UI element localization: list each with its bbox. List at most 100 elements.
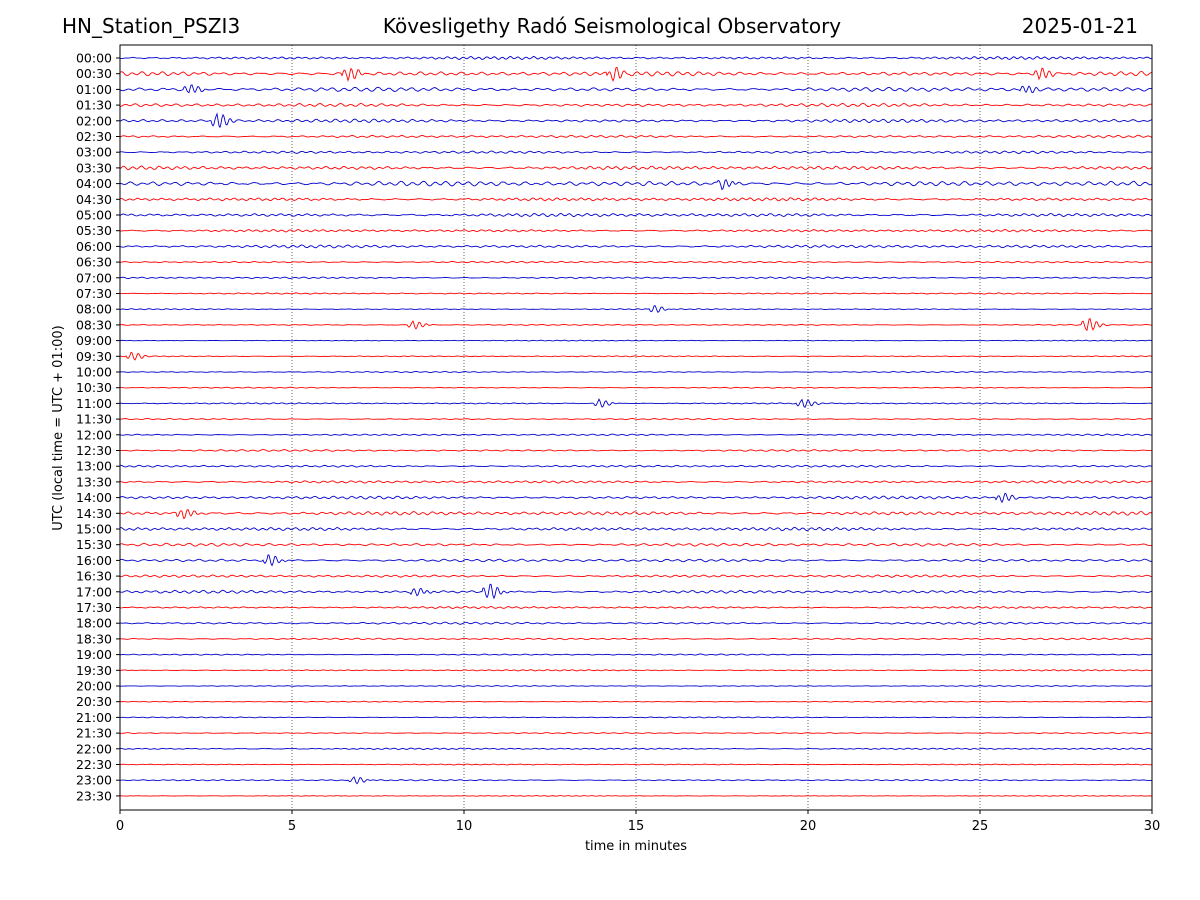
x-tick-label: 0 (116, 819, 124, 834)
trace-0430 (119, 197, 1153, 202)
y-tick-label: 07:30 (76, 286, 112, 301)
trace-1700 (119, 583, 1153, 600)
trace-2230 (119, 763, 1153, 766)
y-tick-label: 15:30 (76, 537, 112, 552)
y-tick-label: 14:00 (76, 490, 112, 505)
trace-0030 (119, 66, 1153, 83)
y-tick-label: 01:00 (76, 82, 112, 97)
trace-0200 (119, 112, 1153, 129)
x-tick-label: 10 (456, 819, 473, 834)
chart-date: 2025-01-21 (1021, 14, 1138, 38)
y-tick-label: 20:30 (76, 694, 112, 709)
trace-2130 (119, 732, 1153, 735)
trace-1130 (119, 418, 1153, 421)
trace-1630 (119, 574, 1153, 578)
trace-0900 (119, 339, 1153, 342)
y-tick-label: 12:30 (76, 443, 112, 458)
y-tick-label: 03:30 (76, 160, 112, 175)
trace-2200 (119, 747, 1153, 750)
gridlines (291, 45, 981, 810)
trace-1600 (119, 554, 1153, 567)
trace-2000 (119, 685, 1153, 687)
y-tick-label: 15:00 (76, 522, 112, 537)
y-tick-label: 18:00 (76, 616, 112, 631)
y-ticks: 00:0000:3001:0001:3002:0002:3003:0003:30… (76, 51, 120, 803)
trace-0230 (119, 134, 1153, 139)
trace-1830 (119, 637, 1153, 641)
chart-title: Kövesligethy Radó Seismological Observat… (382, 14, 842, 38)
y-tick-label: 11:00 (76, 396, 112, 411)
y-tick-label: 09:00 (76, 333, 112, 348)
x-axis-label: time in minutes (585, 839, 687, 854)
y-tick-label: 06:00 (76, 239, 112, 254)
y-tick-label: 04:30 (76, 192, 112, 207)
trace-2030 (119, 700, 1153, 703)
trace-0130 (119, 102, 1153, 108)
trace-1200 (119, 433, 1153, 436)
trace-1900 (119, 653, 1153, 656)
y-tick-label: 02:30 (76, 129, 112, 144)
y-tick-label: 21:00 (76, 710, 112, 725)
y-tick-label: 01:30 (76, 98, 112, 113)
seismic-traces (119, 56, 1153, 797)
trace-1230 (119, 449, 1153, 452)
trace-2330 (119, 795, 1153, 797)
y-tick-label: 03:00 (76, 145, 112, 160)
trace-1000 (119, 371, 1153, 373)
trace-1400 (119, 492, 1153, 504)
trace-0500 (119, 213, 1153, 218)
y-tick-label: 10:30 (76, 380, 112, 395)
y-tick-label: 04:00 (76, 176, 112, 191)
y-tick-label: 13:00 (76, 459, 112, 474)
trace-2100 (119, 716, 1153, 719)
trace-0600 (119, 244, 1153, 249)
y-tick-label: 07:00 (76, 270, 112, 285)
trace-0830 (119, 317, 1153, 332)
trace-0530 (119, 229, 1153, 233)
trace-1030 (119, 386, 1153, 389)
trace-2300 (119, 776, 1153, 785)
trace-0630 (120, 260, 1153, 264)
y-tick-label: 22:30 (76, 757, 112, 772)
trace-0000 (120, 56, 1153, 61)
x-tick-label: 15 (628, 819, 645, 834)
x-tick-label: 20 (800, 819, 817, 834)
y-tick-label: 11:30 (76, 412, 112, 427)
trace-0100 (119, 84, 1153, 94)
x-ticks: 0 5 10 15 20 25 30 (116, 810, 1160, 834)
y-tick-label: 17:30 (76, 600, 112, 615)
y-tick-label: 09:30 (76, 349, 112, 364)
y-tick-label: 21:30 (76, 726, 112, 741)
y-tick-label: 08:00 (76, 302, 112, 317)
y-tick-label: 23:00 (76, 773, 112, 788)
y-tick-label: 05:00 (76, 208, 112, 223)
y-tick-label: 10:00 (76, 365, 112, 380)
y-tick-label: 16:00 (76, 553, 112, 568)
trace-1730 (119, 606, 1153, 610)
y-tick-label: 19:30 (76, 663, 112, 678)
y-tick-label: 05:30 (76, 223, 112, 238)
y-tick-label: 13:30 (76, 474, 112, 489)
trace-1530 (119, 542, 1153, 547)
trace-1300 (119, 464, 1153, 468)
y-tick-label: 16:30 (76, 569, 112, 584)
x-tick-label: 25 (972, 819, 989, 834)
y-tick-label: 02:00 (76, 113, 112, 128)
y-tick-label: 19:00 (76, 647, 112, 662)
x-tick-label: 30 (1144, 819, 1161, 834)
trace-1330 (119, 480, 1153, 484)
y-tick-label: 00:30 (76, 66, 112, 81)
x-tick-label: 5 (288, 819, 296, 834)
trace-0800 (119, 304, 1153, 313)
trace-0930 (119, 351, 1153, 361)
y-tick-label: 23:30 (76, 788, 112, 803)
y-tick-label: 12:00 (76, 427, 112, 442)
trace-1100 (119, 398, 1153, 408)
trace-0730 (119, 292, 1153, 295)
y-tick-label: 06:30 (76, 255, 112, 270)
y-tick-label: 14:30 (76, 506, 112, 521)
y-tick-label: 20:00 (76, 679, 112, 694)
y-tick-label: 22:00 (76, 741, 112, 756)
y-tick-label: 08:30 (76, 317, 112, 332)
